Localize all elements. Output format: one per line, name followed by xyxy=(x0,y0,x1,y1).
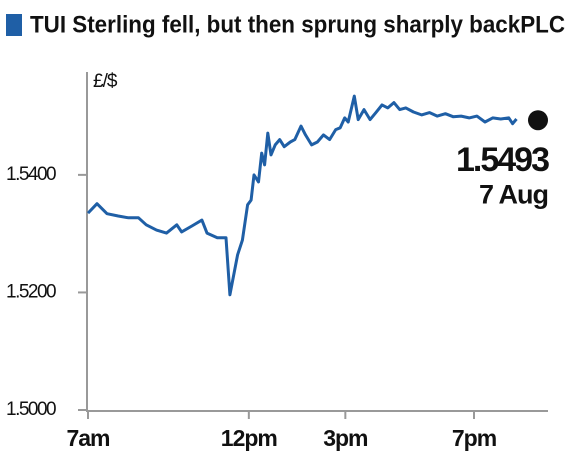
y-tick-label: 1.5400 xyxy=(6,164,56,185)
last-date-label: 7 Aug xyxy=(479,179,548,209)
x-tick-label: 3pm xyxy=(323,425,368,451)
x-tick-label: 7am xyxy=(66,425,110,451)
title-marker xyxy=(6,14,22,36)
x-tick-label: 7pm xyxy=(452,425,497,451)
last-value-dot xyxy=(528,110,548,131)
x-tick-label: 12pm xyxy=(221,425,278,451)
y-tick-label: 1.5000 xyxy=(6,399,56,420)
y-tick-label: 1.5200 xyxy=(6,281,56,302)
y-axis-label: £/$ xyxy=(93,71,118,92)
last-value-label: 1.5493 xyxy=(456,141,549,179)
data-line xyxy=(86,94,518,297)
chart-title: TUI Sterling fell, but then sprung sharp… xyxy=(30,11,565,38)
